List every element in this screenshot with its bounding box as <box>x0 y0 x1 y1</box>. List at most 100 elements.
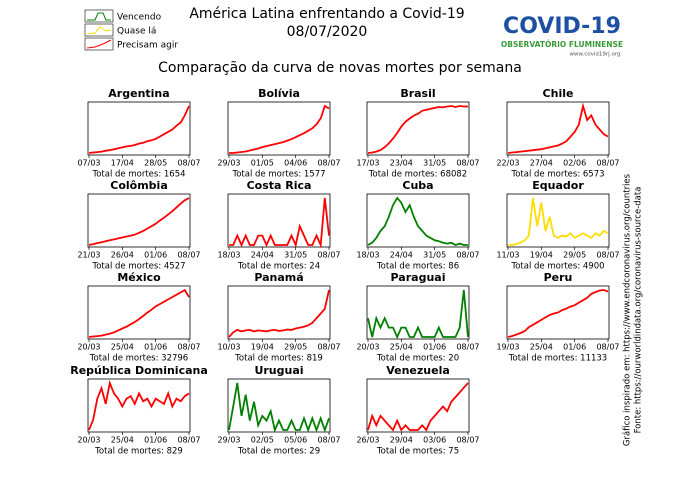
plot-frame <box>227 378 331 433</box>
logo-org: OBSERVATÓRIO FLUMINENSE <box>501 40 623 49</box>
panel-total: Total de mortes: 6573 <box>510 170 604 180</box>
x-tick-label: 08/07 <box>596 251 619 260</box>
x-tick-label: 29/03 <box>217 436 240 445</box>
x-tick-label: 05/06 <box>284 436 307 445</box>
panel: Panamá 10/03 19/04 29/05 08/07 Total de morte… <box>217 271 340 364</box>
x-tick-label: 25/04 <box>111 343 134 352</box>
x-tick-label: 01/06 <box>144 436 167 445</box>
x-tick-label: 01/06 <box>563 343 586 352</box>
legend-icon <box>84 23 114 37</box>
legend-line <box>87 12 111 21</box>
legend-line <box>86 26 112 35</box>
x-tick-label: 08/07 <box>456 343 479 352</box>
x-tick-label: 17/03 <box>356 159 379 168</box>
legend-label: Vencendo <box>117 13 162 23</box>
panel-total: Total de mortes: 819 <box>234 354 323 364</box>
panel-total: Total de mortes: 29 <box>237 447 320 457</box>
x-tick-label: 19/04 <box>530 251 553 260</box>
panel-title: México <box>117 271 161 284</box>
panel-title: Paraguai <box>391 271 446 284</box>
plot-frame <box>87 193 191 248</box>
data-line <box>367 382 469 432</box>
panel-total: Total de mortes: 75 <box>376 447 459 457</box>
x-tick-label: 22/03 <box>496 159 519 168</box>
data-line <box>229 104 330 154</box>
title: América Latina enfrentando a Covid-19 <box>189 6 464 22</box>
legend-icon <box>84 9 114 23</box>
panel-total: Total de mortes: 4900 <box>510 262 604 272</box>
plot-frame <box>227 101 331 156</box>
x-tick-label: 19/03 <box>496 343 519 352</box>
plot-frame <box>506 285 610 340</box>
x-tick-label: 08/07 <box>456 159 479 168</box>
legend-line <box>86 39 112 49</box>
x-tick-label: 18/03 <box>217 251 240 260</box>
legend-label: Quase lá <box>117 27 156 37</box>
panel: México 20/03 25/04 01/06 08/07 Total de morte… <box>77 271 200 364</box>
x-tick-label: 31/05 <box>423 159 446 168</box>
logo: COVID-19 OBSERVATÓRIO FLUMINENSE www.cov… <box>501 14 623 58</box>
x-tick-label: 21/03 <box>77 251 100 260</box>
data-line <box>507 289 609 338</box>
x-tick-label: 18/03 <box>356 251 379 260</box>
x-tick-label: 29/04 <box>390 436 413 445</box>
plot-frame <box>506 193 610 248</box>
panel-total: Total de mortes: 86 <box>376 262 459 272</box>
x-tick-label: 29/05 <box>563 251 586 260</box>
x-tick-label: 02/06 <box>563 159 586 168</box>
data-line <box>508 197 609 246</box>
x-tick-label: 02/05 <box>251 436 274 445</box>
plot-frame <box>506 101 610 156</box>
panel-title: Panamá <box>254 271 303 284</box>
x-tick-label: 29/05 <box>284 343 307 352</box>
x-tick-label: 08/07 <box>596 159 619 168</box>
x-tick-label: 08/07 <box>177 159 200 168</box>
panel: Costa Rica 18/03 24/04 31/05 08/07 Total de m… <box>217 179 340 272</box>
data-line <box>367 105 468 154</box>
x-tick-label: 20/03 <box>77 343 100 352</box>
x-tick-label: 08/07 <box>456 251 479 260</box>
plot-frame <box>366 378 470 433</box>
data-line <box>228 289 330 338</box>
panel: Venezuela 26/03 29/04 03/06 08/07 Total de mo… <box>356 364 479 457</box>
x-tick-label: 08/07 <box>177 251 200 260</box>
data-line <box>507 102 609 154</box>
panel-total: Total de mortes: 11133 <box>508 354 607 364</box>
panel-title: Venezuela <box>386 364 450 377</box>
panel-total: Total de mortes: 1654 <box>91 170 185 180</box>
data-line <box>229 197 330 249</box>
panel-total: Total de mortes: 68082 <box>368 170 467 180</box>
data-line <box>228 382 330 433</box>
plot-frame <box>87 378 191 433</box>
plot-frame <box>366 193 470 248</box>
x-tick-label: 28/05 <box>144 159 167 168</box>
plot-frame <box>227 285 331 340</box>
x-tick-label: 19/04 <box>251 343 274 352</box>
x-tick-label: 24/04 <box>390 251 413 260</box>
panel: República Dominicana 20/03 25/04 01/06 08/07… <box>70 364 208 457</box>
x-tick-label: 10/03 <box>217 343 240 352</box>
panel-total: Total de mortes: 829 <box>94 447 183 457</box>
legend-icon <box>84 37 114 51</box>
x-tick-label: 08/07 <box>177 436 200 445</box>
legend: Vencendo Quase lá Precisam agir <box>84 9 178 51</box>
panel-title: Costa Rica <box>247 179 312 192</box>
x-tick-label: 01/05 <box>251 159 274 168</box>
x-tick-label: 08/07 <box>317 343 340 352</box>
panel: Peru 19/03 25/04 01/06 08/07 Total de mortes:… <box>496 271 619 364</box>
panel-title: Cuba <box>402 179 433 192</box>
plot-frame <box>366 285 470 340</box>
panel: Paraguai 20/03 25/04 01/06 08/07 Total de mor… <box>356 271 479 364</box>
plot-frame <box>87 285 191 340</box>
data-line <box>88 197 190 246</box>
panel: Bolívia 29/03 01/05 04/06 08/07 Total de mort… <box>217 87 340 180</box>
date: 08/07/2020 <box>287 24 368 40</box>
data-line <box>367 196 468 246</box>
data-line <box>88 105 190 154</box>
x-tick-label: 08/07 <box>456 436 479 445</box>
panel-title: Peru <box>544 271 573 284</box>
x-tick-label: 08/07 <box>317 159 340 168</box>
panel-title: Chile <box>543 87 574 100</box>
note: Fonte: https://ourworldindata.org/corona… <box>634 187 644 434</box>
x-tick-label: 01/06 <box>144 251 167 260</box>
